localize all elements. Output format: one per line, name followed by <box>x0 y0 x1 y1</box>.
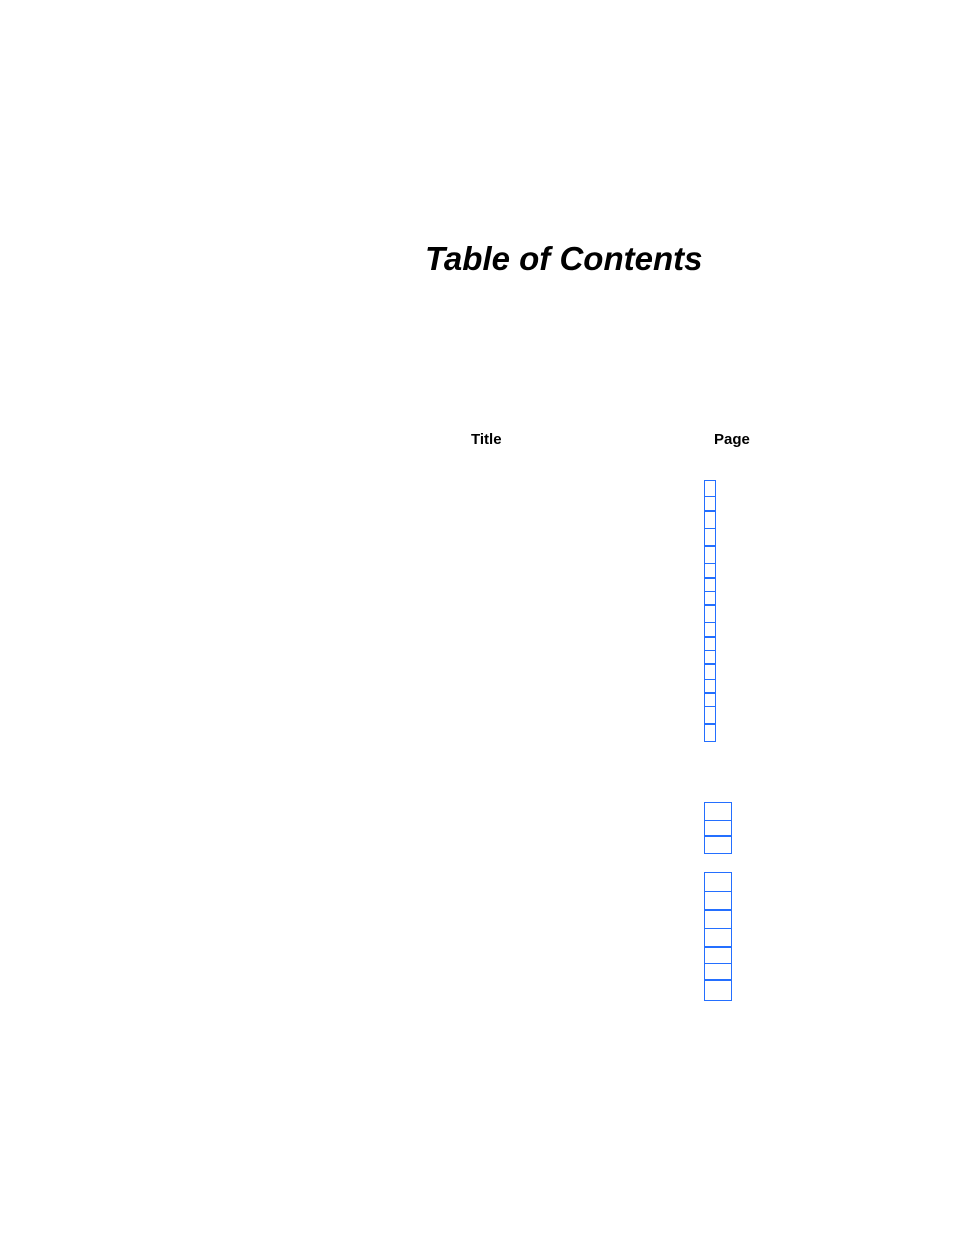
page-link[interactable] <box>704 663 716 680</box>
page-link[interactable] <box>704 891 732 911</box>
page-link[interactable] <box>704 820 732 837</box>
page-link[interactable] <box>704 528 716 547</box>
page-link[interactable] <box>704 480 716 497</box>
column-header-page: Page <box>714 431 750 448</box>
page-link-group <box>704 872 732 1001</box>
page-link[interactable] <box>704 604 716 623</box>
page-link[interactable] <box>704 802 732 821</box>
page-link-group <box>704 802 732 854</box>
page-link[interactable] <box>704 723 716 742</box>
page-title: Table of Contents <box>425 240 702 278</box>
page-link[interactable] <box>704 963 732 981</box>
page-link-group <box>704 480 716 742</box>
page-link[interactable] <box>704 706 716 725</box>
page-link[interactable] <box>704 946 732 964</box>
page-link[interactable] <box>704 835 732 854</box>
page-link[interactable] <box>704 872 732 892</box>
page-link[interactable] <box>704 979 732 1001</box>
page-link[interactable] <box>704 928 732 948</box>
page-link[interactable] <box>704 510 716 529</box>
column-header-title: Title <box>471 431 502 448</box>
page-link[interactable] <box>704 909 732 929</box>
page-link[interactable] <box>704 545 716 564</box>
